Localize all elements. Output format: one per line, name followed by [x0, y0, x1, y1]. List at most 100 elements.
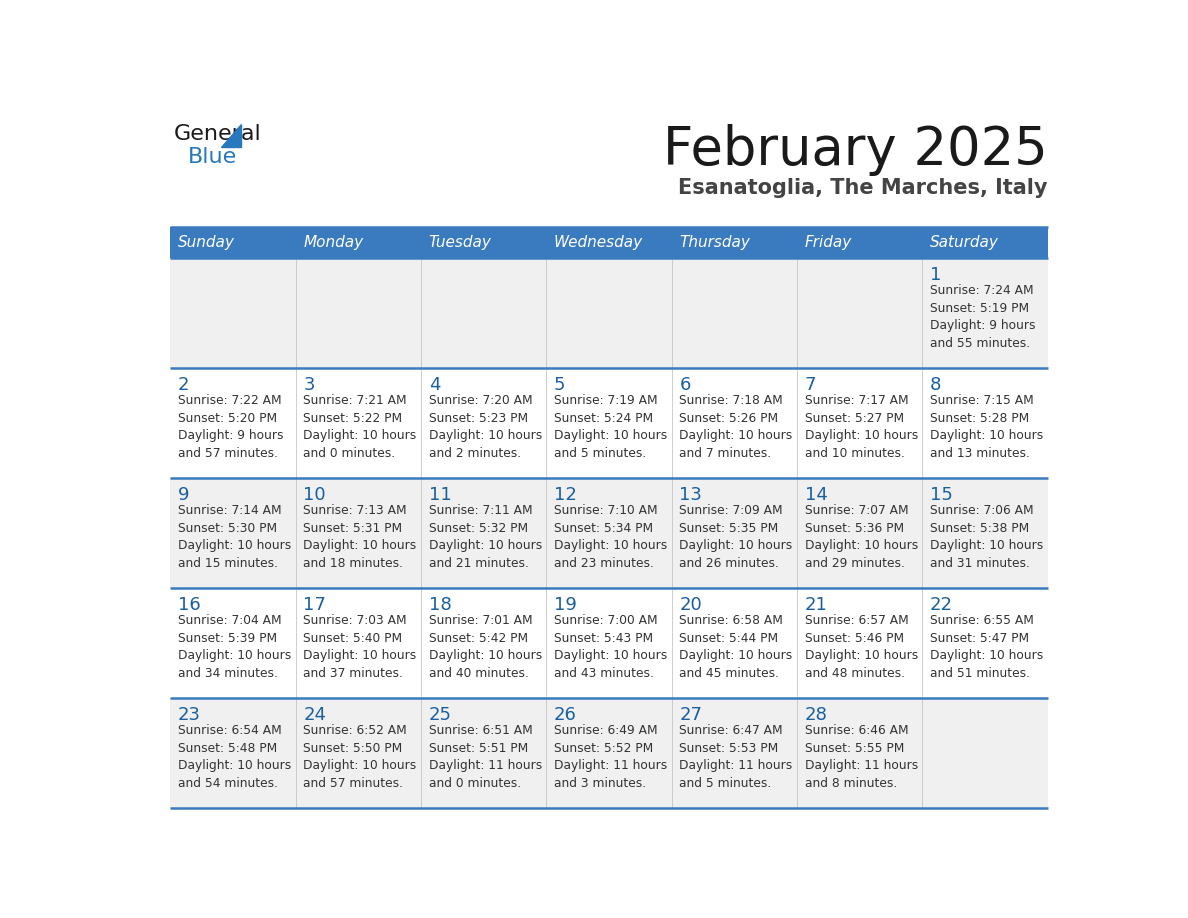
Text: 21: 21 [804, 596, 828, 613]
Text: 13: 13 [680, 486, 702, 504]
Text: Sunrise: 7:18 AM
Sunset: 5:26 PM
Daylight: 10 hours
and 7 minutes.: Sunrise: 7:18 AM Sunset: 5:26 PM Dayligh… [680, 394, 792, 460]
Polygon shape [221, 124, 241, 147]
Text: 15: 15 [930, 486, 953, 504]
Text: Sunrise: 7:09 AM
Sunset: 5:35 PM
Daylight: 10 hours
and 26 minutes.: Sunrise: 7:09 AM Sunset: 5:35 PM Dayligh… [680, 504, 792, 569]
Text: Sunrise: 6:58 AM
Sunset: 5:44 PM
Daylight: 10 hours
and 45 minutes.: Sunrise: 6:58 AM Sunset: 5:44 PM Dayligh… [680, 614, 792, 679]
Bar [421, 258, 546, 368]
Text: 1: 1 [930, 265, 941, 284]
Text: Sunrise: 7:04 AM
Sunset: 5:39 PM
Daylight: 10 hours
and 34 minutes.: Sunrise: 7:04 AM Sunset: 5:39 PM Dayligh… [178, 614, 291, 679]
Bar [421, 588, 546, 698]
Text: Tuesday: Tuesday [429, 235, 492, 250]
Text: 14: 14 [804, 486, 828, 504]
Text: 10: 10 [303, 486, 326, 504]
Text: 3: 3 [303, 375, 315, 394]
Text: 6: 6 [680, 375, 690, 394]
Text: 7: 7 [804, 375, 816, 394]
Text: Sunrise: 7:22 AM
Sunset: 5:20 PM
Daylight: 9 hours
and 57 minutes.: Sunrise: 7:22 AM Sunset: 5:20 PM Dayligh… [178, 394, 284, 460]
Text: Sunrise: 6:47 AM
Sunset: 5:53 PM
Daylight: 11 hours
and 5 minutes.: Sunrise: 6:47 AM Sunset: 5:53 PM Dayligh… [680, 724, 792, 789]
Bar [421, 698, 546, 808]
Text: Sunrise: 6:52 AM
Sunset: 5:50 PM
Daylight: 10 hours
and 57 minutes.: Sunrise: 6:52 AM Sunset: 5:50 PM Dayligh… [303, 724, 417, 789]
Text: 26: 26 [554, 706, 577, 723]
Text: Sunrise: 6:49 AM
Sunset: 5:52 PM
Daylight: 11 hours
and 3 minutes.: Sunrise: 6:49 AM Sunset: 5:52 PM Dayligh… [554, 724, 668, 789]
Text: 20: 20 [680, 596, 702, 613]
Text: Esanatoglia, The Marches, Italy: Esanatoglia, The Marches, Italy [678, 178, 1048, 198]
Bar [170, 368, 296, 478]
Bar [797, 478, 922, 588]
Bar [922, 588, 1048, 698]
Bar [546, 478, 671, 588]
Text: Sunrise: 7:19 AM
Sunset: 5:24 PM
Daylight: 10 hours
and 5 minutes.: Sunrise: 7:19 AM Sunset: 5:24 PM Dayligh… [554, 394, 668, 460]
Text: Blue: Blue [188, 147, 238, 167]
Text: Sunrise: 7:14 AM
Sunset: 5:30 PM
Daylight: 10 hours
and 15 minutes.: Sunrise: 7:14 AM Sunset: 5:30 PM Dayligh… [178, 504, 291, 569]
Text: 23: 23 [178, 706, 201, 723]
Text: 19: 19 [554, 596, 577, 613]
Text: February 2025: February 2025 [663, 124, 1048, 176]
Text: Sunrise: 7:17 AM
Sunset: 5:27 PM
Daylight: 10 hours
and 10 minutes.: Sunrise: 7:17 AM Sunset: 5:27 PM Dayligh… [804, 394, 918, 460]
Bar [922, 368, 1048, 478]
Bar [671, 698, 797, 808]
Bar [296, 258, 421, 368]
Text: Sunrise: 7:13 AM
Sunset: 5:31 PM
Daylight: 10 hours
and 18 minutes.: Sunrise: 7:13 AM Sunset: 5:31 PM Dayligh… [303, 504, 417, 569]
Text: 9: 9 [178, 486, 189, 504]
Text: Sunrise: 7:03 AM
Sunset: 5:40 PM
Daylight: 10 hours
and 37 minutes.: Sunrise: 7:03 AM Sunset: 5:40 PM Dayligh… [303, 614, 417, 679]
Bar [296, 698, 421, 808]
Text: 12: 12 [554, 486, 577, 504]
Text: Friday: Friday [804, 235, 852, 250]
Text: Sunrise: 7:24 AM
Sunset: 5:19 PM
Daylight: 9 hours
and 55 minutes.: Sunrise: 7:24 AM Sunset: 5:19 PM Dayligh… [930, 285, 1036, 350]
Text: 4: 4 [429, 375, 440, 394]
Text: Sunrise: 6:57 AM
Sunset: 5:46 PM
Daylight: 10 hours
and 48 minutes.: Sunrise: 6:57 AM Sunset: 5:46 PM Dayligh… [804, 614, 918, 679]
Bar [546, 227, 671, 258]
Bar [546, 258, 671, 368]
Bar [296, 588, 421, 698]
Text: 27: 27 [680, 706, 702, 723]
Text: Sunrise: 6:55 AM
Sunset: 5:47 PM
Daylight: 10 hours
and 51 minutes.: Sunrise: 6:55 AM Sunset: 5:47 PM Dayligh… [930, 614, 1043, 679]
Text: Thursday: Thursday [680, 235, 750, 250]
Text: 25: 25 [429, 706, 451, 723]
Text: 16: 16 [178, 596, 201, 613]
Bar [170, 698, 296, 808]
Text: 18: 18 [429, 596, 451, 613]
Text: Sunrise: 6:54 AM
Sunset: 5:48 PM
Daylight: 10 hours
and 54 minutes.: Sunrise: 6:54 AM Sunset: 5:48 PM Dayligh… [178, 724, 291, 789]
Bar [170, 227, 296, 258]
Bar [296, 368, 421, 478]
Text: Sunrise: 7:07 AM
Sunset: 5:36 PM
Daylight: 10 hours
and 29 minutes.: Sunrise: 7:07 AM Sunset: 5:36 PM Dayligh… [804, 504, 918, 569]
Bar [797, 258, 922, 368]
Bar [922, 258, 1048, 368]
Bar [797, 698, 922, 808]
Text: Sunrise: 7:01 AM
Sunset: 5:42 PM
Daylight: 10 hours
and 40 minutes.: Sunrise: 7:01 AM Sunset: 5:42 PM Dayligh… [429, 614, 542, 679]
Bar [421, 227, 546, 258]
Text: 22: 22 [930, 596, 953, 613]
Text: 8: 8 [930, 375, 941, 394]
Text: Sunrise: 7:00 AM
Sunset: 5:43 PM
Daylight: 10 hours
and 43 minutes.: Sunrise: 7:00 AM Sunset: 5:43 PM Dayligh… [554, 614, 668, 679]
Bar [170, 588, 296, 698]
Text: 5: 5 [554, 375, 565, 394]
Bar [546, 698, 671, 808]
Text: Sunrise: 6:51 AM
Sunset: 5:51 PM
Daylight: 11 hours
and 0 minutes.: Sunrise: 6:51 AM Sunset: 5:51 PM Dayligh… [429, 724, 542, 789]
Text: Wednesday: Wednesday [554, 235, 643, 250]
Bar [671, 227, 797, 258]
Bar [421, 368, 546, 478]
Text: Sunrise: 7:15 AM
Sunset: 5:28 PM
Daylight: 10 hours
and 13 minutes.: Sunrise: 7:15 AM Sunset: 5:28 PM Dayligh… [930, 394, 1043, 460]
Bar [546, 588, 671, 698]
Bar [797, 227, 922, 258]
Text: 11: 11 [429, 486, 451, 504]
Bar [170, 478, 296, 588]
Bar [671, 368, 797, 478]
Bar [922, 227, 1048, 258]
Text: 24: 24 [303, 706, 327, 723]
Bar [296, 227, 421, 258]
Bar [170, 258, 296, 368]
Text: 2: 2 [178, 375, 189, 394]
Text: Sunrise: 7:21 AM
Sunset: 5:22 PM
Daylight: 10 hours
and 0 minutes.: Sunrise: 7:21 AM Sunset: 5:22 PM Dayligh… [303, 394, 417, 460]
Text: Saturday: Saturday [930, 235, 999, 250]
Text: Sunrise: 6:46 AM
Sunset: 5:55 PM
Daylight: 11 hours
and 8 minutes.: Sunrise: 6:46 AM Sunset: 5:55 PM Dayligh… [804, 724, 918, 789]
Bar [797, 588, 922, 698]
Bar [671, 478, 797, 588]
Bar [922, 698, 1048, 808]
Text: Sunrise: 7:20 AM
Sunset: 5:23 PM
Daylight: 10 hours
and 2 minutes.: Sunrise: 7:20 AM Sunset: 5:23 PM Dayligh… [429, 394, 542, 460]
Bar [421, 478, 546, 588]
Text: Monday: Monday [303, 235, 364, 250]
Bar [671, 258, 797, 368]
Text: Sunrise: 7:11 AM
Sunset: 5:32 PM
Daylight: 10 hours
and 21 minutes.: Sunrise: 7:11 AM Sunset: 5:32 PM Dayligh… [429, 504, 542, 569]
Bar [671, 588, 797, 698]
